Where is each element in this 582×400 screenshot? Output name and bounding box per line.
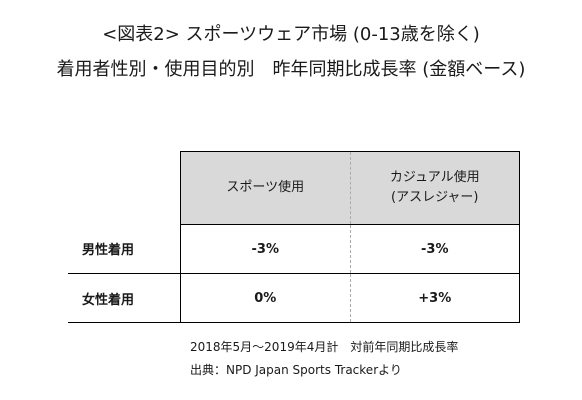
column-header-sports-use: スポーツ使用: [180, 151, 351, 225]
column-header-casual-use: カジュアル使用 (アスレジャー): [350, 151, 520, 225]
row-header-male-wearer: 男性着用: [68, 224, 181, 274]
period-note: 2018年5月～2019年4月計 対前年同期比成長率: [190, 340, 459, 354]
table-row-female: 女性着用 0% +3%: [68, 273, 520, 323]
table-row-male: 男性着用 -3% -3%: [68, 224, 520, 274]
table-corner: [68, 152, 181, 225]
cell-male-sports-use: -3%: [180, 224, 351, 274]
cell-female-sports-use: 0%: [180, 273, 351, 323]
column-header-casual-use-line-1: カジュアル使用: [389, 170, 480, 185]
row-header-female-wearer: 女性着用: [68, 273, 181, 323]
chart-subtitle: 着用者性別・使用目的別 昨年同期比成長率 (金額ベース): [56, 59, 526, 80]
cell-male-casual-use: -3%: [350, 224, 520, 274]
source-note: 出典：NPD Japan Sports Trackerより: [190, 363, 402, 377]
chart-title: <図表2> スポーツウェア市場 (0-13歳を除く): [102, 24, 480, 45]
cell-female-casual-use: +3%: [350, 273, 520, 323]
column-header-casual-use-line-2: (アスレジャー): [391, 190, 479, 205]
header-row: スポーツ使用 カジュアル使用 (アスレジャー): [68, 151, 520, 225]
column-header-sports-use-line-1: スポーツ使用: [226, 180, 305, 195]
growth-table: スポーツ使用 カジュアル使用 (アスレジャー) 男性着用 -3% -3% 女性着…: [68, 151, 520, 323]
